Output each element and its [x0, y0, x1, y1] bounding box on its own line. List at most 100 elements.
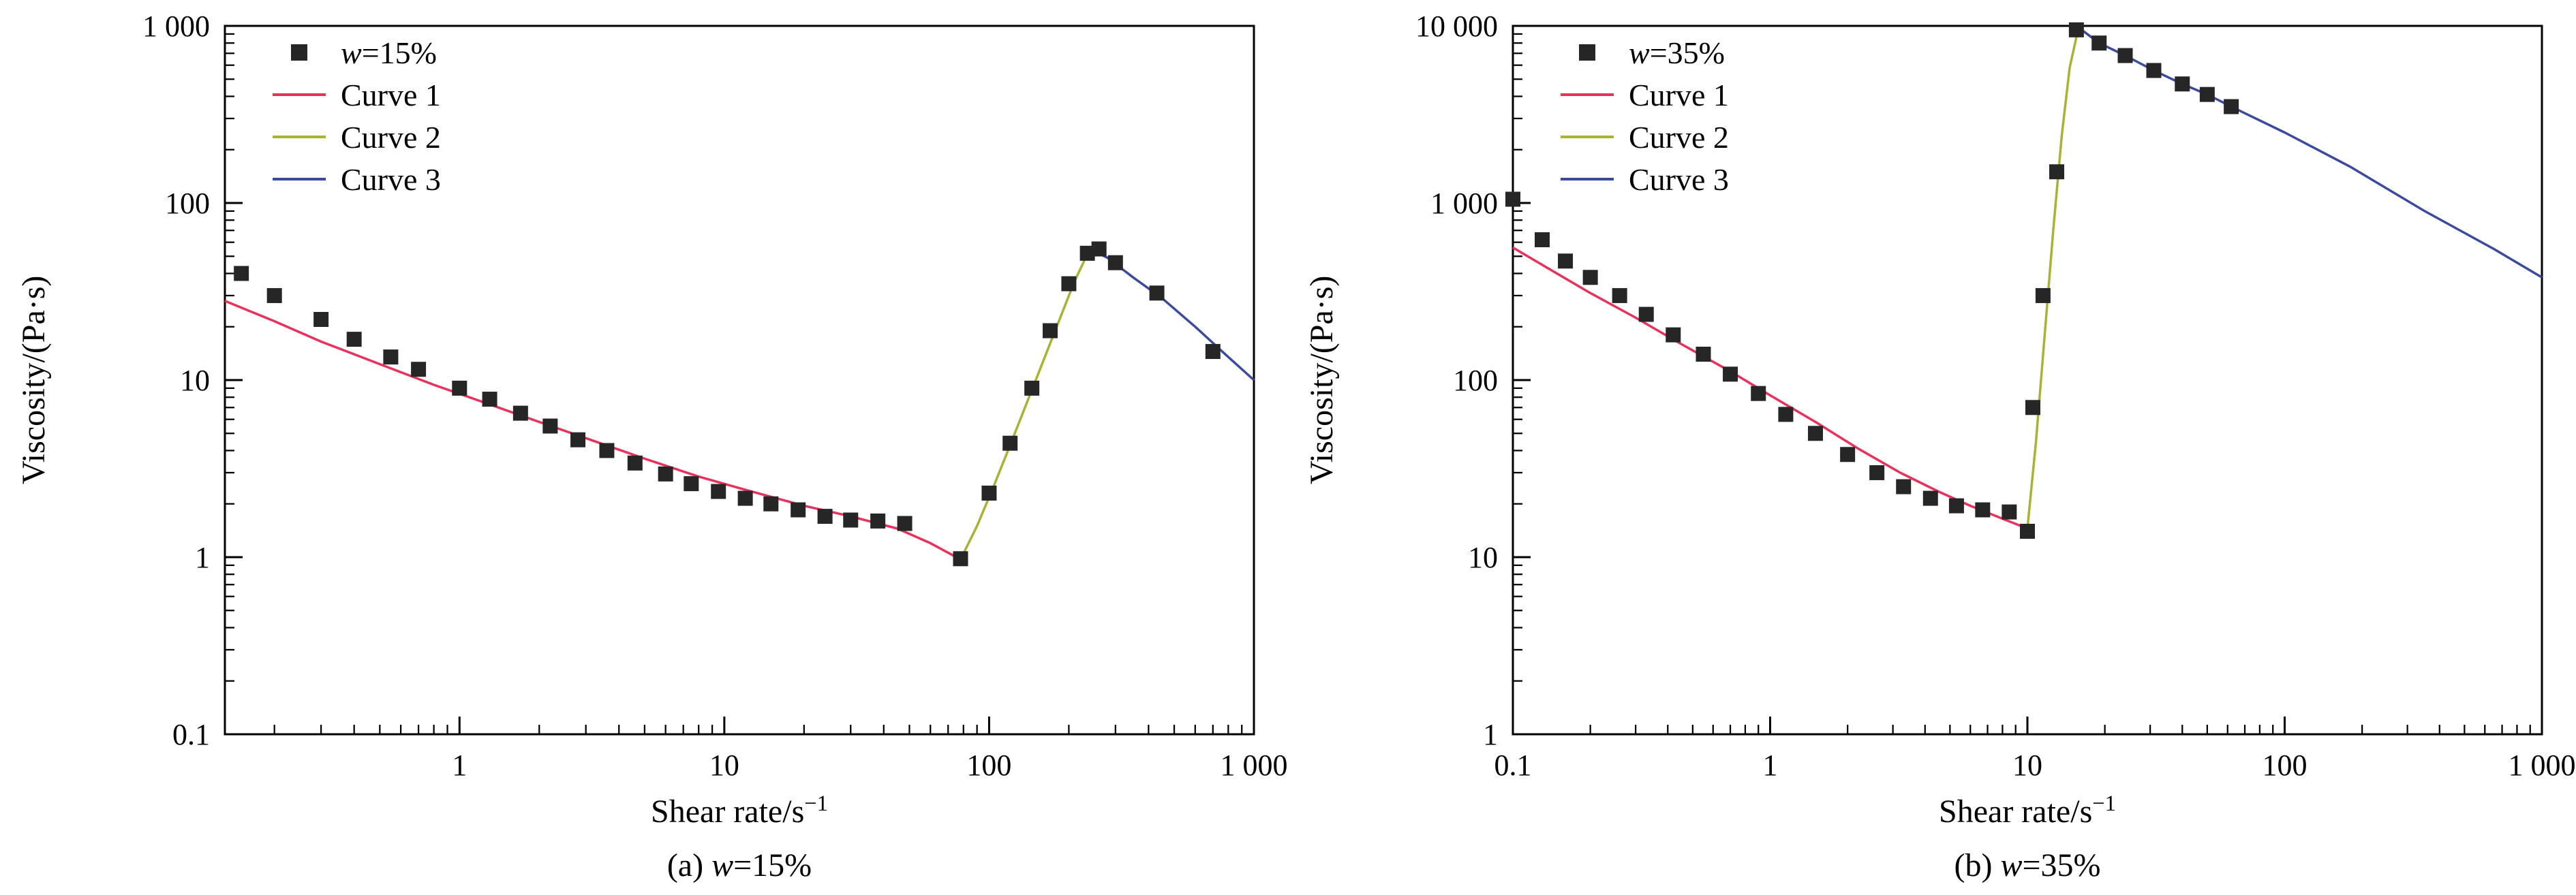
y-tick-label: 10 000 [1415, 10, 1498, 43]
y-tick-label: 10 [1468, 541, 1498, 574]
caption-prefix: (b) [1954, 847, 2001, 883]
data-point-marker [627, 455, 643, 471]
legend-line-swatch [1561, 178, 1614, 180]
data-point-marker [791, 502, 806, 518]
data-point-marker [1505, 191, 1520, 207]
data-point-marker [897, 516, 913, 531]
data-point-marker [1723, 366, 1738, 382]
data-point-marker [1079, 245, 1095, 261]
data-point-marker [266, 287, 282, 303]
plot-area-a: 1 10 100 1 000 0.1 1 10 100 1 000 w=15% Curve 1 Cu… [16, 5, 1288, 789]
data-point-marker [482, 392, 497, 407]
data-point-marker [658, 466, 673, 482]
data-point-marker [2224, 99, 2239, 114]
data-point-marker [843, 512, 859, 528]
data-point-marker [1205, 344, 1221, 360]
data-point-marker [1091, 241, 1107, 257]
data-point-marker [1061, 276, 1077, 292]
legend-line-swatch [273, 136, 326, 138]
data-point-marker [2199, 87, 2215, 102]
data-point-marker [870, 513, 886, 529]
legend-label: w=35% [1629, 35, 1725, 70]
data-point-marker [1896, 479, 1912, 494]
data-point-marker [763, 496, 779, 512]
legend-line-swatch [273, 178, 326, 180]
legend-marker-swatch [273, 44, 326, 61]
data-point-marker [2049, 164, 2065, 180]
legend-item: Curve 3 [273, 158, 441, 200]
x-axis-label-text: Shear rate/s [651, 794, 805, 830]
data-point-marker [737, 490, 753, 506]
data-point-marker [411, 362, 427, 377]
x-axis-label-text: Shear rate/s [1939, 794, 2093, 830]
y-tick-label: 100 [1453, 364, 1498, 397]
fit-curve-line [1512, 246, 2028, 530]
legend-variable: w [1629, 35, 1650, 70]
x-tick-label: 1 000 [2509, 749, 2576, 782]
data-point-marker [1696, 347, 1711, 362]
x-tick-label: 1 [1763, 749, 1778, 782]
data-point-marker [570, 432, 586, 448]
data-point-marker [1582, 270, 1598, 285]
line-sample-icon [273, 136, 326, 138]
y-tick-label: 1 [195, 541, 210, 574]
data-point-marker [2175, 76, 2190, 92]
x-tick-label: 100 [966, 749, 1011, 782]
y-tick-label: 10 [180, 364, 210, 397]
caption-variable: w [2000, 847, 2023, 883]
chart-a-canvas: 1 10 100 1 000 0.1 1 10 100 1 000 [142, 10, 1288, 782]
data-point-marker [452, 380, 467, 396]
legend-label: Curve 3 [341, 161, 441, 197]
legend-label: Curve 2 [1629, 119, 1729, 155]
legend-item: Curve 3 [1561, 158, 1729, 200]
chart-panel-a: 1 10 100 1 000 0.1 1 10 100 1 000 w=15% Curve 1 Cu… [0, 5, 1288, 884]
data-point-marker [313, 311, 329, 327]
y-axis-label: Viscosity/(Pa·s) [1304, 275, 1340, 485]
data-point-marker [1535, 232, 1550, 247]
legend-variable: w [341, 35, 362, 70]
data-point-marker [599, 443, 615, 458]
data-point-marker [2068, 22, 2084, 37]
y-tick-label: 100 [165, 187, 210, 220]
x-tick-label: 0.1 [1494, 749, 1532, 782]
legend-label: Curve 3 [1629, 161, 1729, 197]
legend-marker-swatch [1561, 44, 1614, 61]
square-marker-icon [291, 44, 307, 61]
data-point-marker [981, 485, 997, 501]
line-sample-icon [1561, 178, 1614, 180]
legend-label: Curve 1 [341, 77, 441, 112]
legend-item: w=35% [1561, 31, 1729, 74]
x-axis-label: Shear rate/s−1 [126, 791, 1353, 830]
data-point-marker [1558, 253, 1574, 269]
x-axis-label-exponent: −1 [2092, 791, 2116, 816]
data-point-marker [2117, 48, 2133, 63]
data-point-marker [1948, 498, 1964, 514]
x-tick-label: 100 [2263, 749, 2307, 782]
data-point-marker [383, 349, 399, 365]
legend-b: w=35% Curve 1 Curve 2 Curve 3 [1561, 31, 1729, 200]
legend-item: w=15% [273, 31, 441, 74]
legend-item: Curve 2 [273, 116, 441, 158]
y-tick-label: 1 000 [142, 10, 210, 43]
x-axis-label-exponent: −1 [804, 791, 828, 816]
data-point-marker [817, 509, 833, 524]
chart-panel-b: 0.1 1 10 100 1 000 1 10 100 1 000 10 000 w=35% Cur… [1288, 5, 2576, 884]
line-sample-icon [1561, 93, 1614, 96]
data-point-marker [953, 551, 968, 567]
data-point-marker [1107, 255, 1123, 270]
legend-label: w=15% [341, 35, 437, 70]
caption-variable: w [711, 847, 734, 883]
data-point-marker [1922, 490, 1938, 506]
caption-suffix: =35% [2022, 847, 2101, 883]
data-point-marker [1869, 465, 1885, 480]
legend-label: Curve 2 [341, 119, 441, 155]
data-point-marker [2002, 504, 2017, 520]
line-sample-icon [273, 178, 326, 180]
data-point-marker [1612, 287, 1627, 303]
legend-line-swatch [273, 93, 326, 96]
data-point-marker [1778, 407, 1794, 422]
square-marker-icon [1579, 44, 1595, 61]
data-point-marker [1024, 380, 1040, 396]
